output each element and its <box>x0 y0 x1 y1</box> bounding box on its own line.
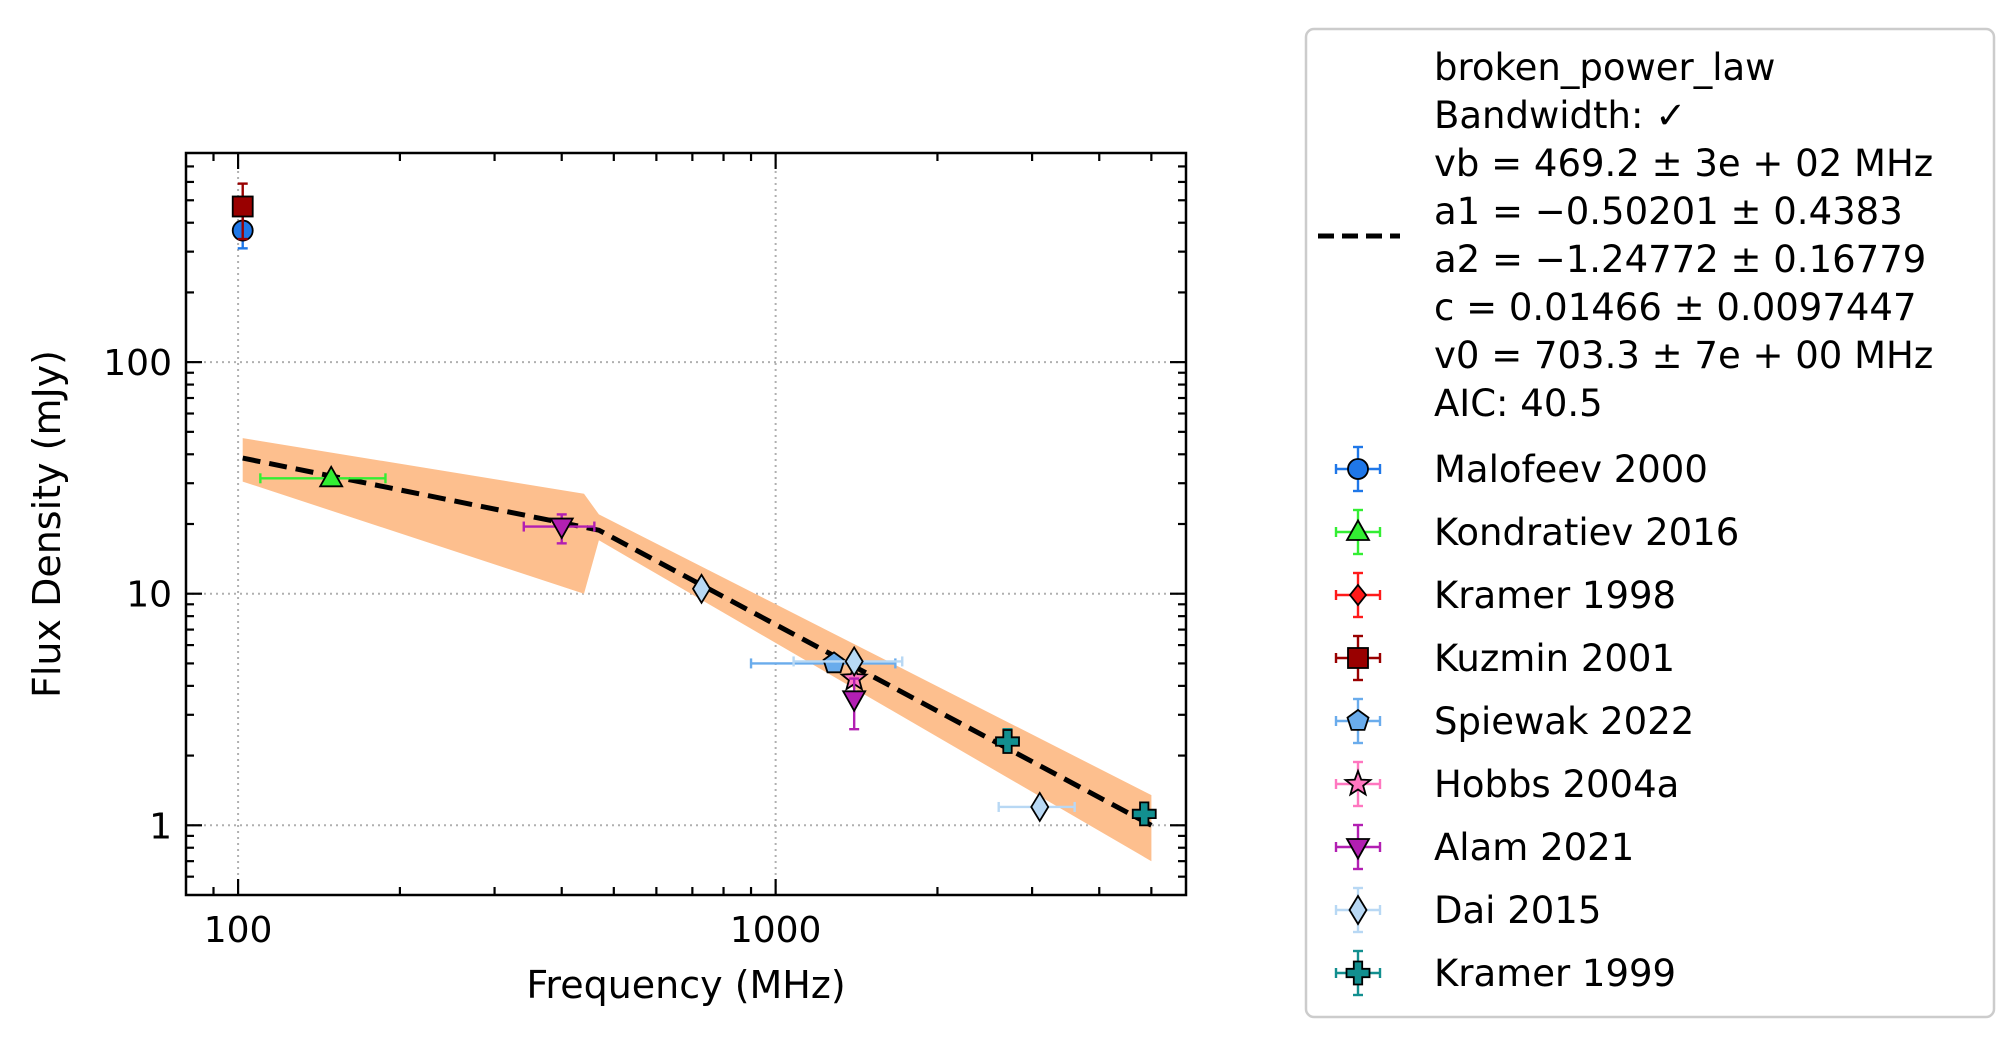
legend-fit-entry: broken_power_law Bandwidth: ✓ vb = 469.2 ±… <box>1318 46 1933 425</box>
legend-label: Alam 2021 <box>1434 826 1634 869</box>
legend-label: Kuzmin 2001 <box>1434 637 1675 680</box>
data-point <box>691 573 712 605</box>
series-kuzmin-2001 <box>231 182 254 241</box>
x-tick-label: 1000 <box>730 910 822 951</box>
legend-fit-label-line: vb = 469.2 ± 3e + 02 MHz <box>1434 142 1933 185</box>
legend-fit-label-line: v0 = 703.3 ± 7e + 00 MHz <box>1434 334 1933 377</box>
data-point <box>318 464 344 488</box>
data-point <box>844 645 864 678</box>
legend-marker <box>1347 458 1369 480</box>
legend-fit-label-line: c = 0.01466 ± 0.0097447 <box>1434 286 1916 329</box>
series-dai-2015 <box>691 573 1076 823</box>
axis-ticks <box>186 153 1186 895</box>
y-tick-label: 1 <box>149 806 172 847</box>
data-point <box>1131 801 1157 827</box>
fit-uncertainty-band <box>242 438 1152 862</box>
tick-labels: 100 1000 1 10 100 <box>103 343 821 951</box>
legend-label: Dai 2015 <box>1434 889 1601 932</box>
legend-label: Hobbs 2004a <box>1434 763 1679 806</box>
y-axis-label: Flux Density (mJy) <box>25 350 69 698</box>
legend-fit-label-line: AIC: 40.5 <box>1434 382 1603 425</box>
fit-curve <box>242 455 1153 828</box>
legend-entry-kramer-1998: Kramer 1998 <box>1334 571 1676 619</box>
legend-marker <box>1347 647 1369 669</box>
fit-band-area <box>242 438 1152 862</box>
legend-marker <box>1348 583 1368 607</box>
legend-series-entries: Malofeev 2000 Kondratiev 2016 Kramer 1998 K… <box>1334 445 1739 997</box>
data-point <box>841 690 867 713</box>
y-tick-label: 10 <box>126 575 172 616</box>
legend-entry-kuzmin-2001: Kuzmin 2001 <box>1334 634 1675 682</box>
legend-fit-label-line: a1 = −0.50201 ± 0.4383 <box>1434 190 1903 233</box>
legend-entry-spiewak-2022: Spiewak 2022 <box>1334 697 1694 745</box>
legend-label: Spiewak 2022 <box>1434 700 1694 743</box>
series-kondratiev-2016 <box>259 464 387 488</box>
legend-fit-label-line: Bandwidth: ✓ <box>1434 94 1686 137</box>
data-point <box>1030 791 1050 823</box>
series-kramer-1999 <box>995 727 1157 827</box>
legend-marker <box>1348 894 1368 926</box>
legend-entry-kondratiev-2016: Kondratiev 2016 <box>1334 508 1739 556</box>
legend-entry-hobbs-2004a: Hobbs 2004a <box>1334 760 1679 808</box>
x-tick-label: 100 <box>204 910 273 951</box>
legend-entry-alam-2021: Alam 2021 <box>1334 823 1634 871</box>
legend-label: Kramer 1999 <box>1434 952 1676 995</box>
series-spiewak-2022 <box>749 651 897 674</box>
legend-label: Malofeev 2000 <box>1434 448 1708 491</box>
y-tick-label: 100 <box>103 343 172 384</box>
x-axis-label: Frequency (MHz) <box>526 963 845 1007</box>
legend-fit-label-line: a2 = −1.24772 ± 0.16779 <box>1434 238 1926 281</box>
grid <box>186 153 1186 895</box>
legend-marker <box>1345 838 1371 861</box>
data-points <box>231 182 1157 827</box>
legend-marker <box>1345 960 1371 986</box>
fit-line <box>242 455 1153 828</box>
legend-label: Kondratiev 2016 <box>1434 511 1739 554</box>
legend-entry-kramer-1999: Kramer 1999 <box>1334 949 1676 997</box>
data-point <box>995 729 1020 754</box>
legend-label: Kramer 1998 <box>1434 574 1676 617</box>
legend-entry-dai-2015: Dai 2015 <box>1334 886 1601 934</box>
legend: broken_power_law Bandwidth: ✓ vb = 469.2 ±… <box>1304 27 1996 1019</box>
legend-marker <box>1345 518 1371 541</box>
legend-marker <box>1346 708 1370 731</box>
legend-marker <box>1343 768 1373 797</box>
legend-fit-label-line: broken_power_law <box>1434 46 1775 89</box>
legend-frame <box>1304 27 1996 1019</box>
legend-entry-malofeev-2000: Malofeev 2000 <box>1334 445 1708 493</box>
data-point <box>549 517 575 540</box>
series-alam-2021 <box>522 513 867 731</box>
data-point <box>231 195 254 218</box>
